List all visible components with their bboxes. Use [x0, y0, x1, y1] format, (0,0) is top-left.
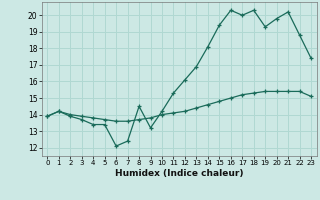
X-axis label: Humidex (Indice chaleur): Humidex (Indice chaleur) — [115, 169, 244, 178]
